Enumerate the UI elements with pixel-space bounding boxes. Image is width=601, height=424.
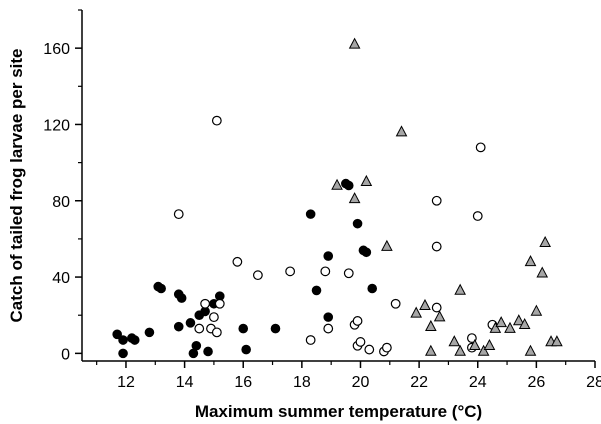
data-point-filled-circle [112,329,122,340]
data-point-open-circle [209,312,219,323]
x-tick-label: 12 [117,374,135,391]
data-point-open-circle [305,335,316,345]
data-point-triangle [524,255,537,267]
y-axis-title: Catch of tailed frog larvae per site [7,49,26,323]
x-tick-label: 24 [469,374,487,391]
data-point-filled-circle [311,285,322,296]
series-triangle [331,37,563,356]
data-point-filled-circle [129,335,140,345]
x-axis-title: Maximum summer temperature (°C) [195,402,482,421]
data-point-open-circle [472,211,483,221]
data-point-open-circle [320,266,331,277]
data-point-triangle [454,344,466,356]
data-point-filled-circle [238,323,249,334]
y-tick-label: 40 [52,270,70,287]
x-tick-label: 18 [293,374,311,391]
data-point-open-circle [475,142,486,153]
data-point-open-circle [211,115,222,126]
data-point-triangle [433,310,446,322]
data-point-open-circle [232,256,243,267]
data-point-triangle [395,125,408,137]
data-point-open-circle [200,298,211,309]
plot-area [112,37,563,359]
data-point-open-circle [381,342,392,353]
data-point-triangle [331,178,343,190]
data-point-filled-circle [176,293,187,303]
x-tick-label: 26 [527,374,545,391]
data-point-open-circle [285,266,296,277]
data-point-open-circle [431,241,442,252]
data-point-triangle [425,344,437,356]
data-point-open-circle [431,195,442,206]
data-point-filled-circle [305,209,316,219]
data-point-open-circle [343,268,354,279]
data-point-filled-circle [343,180,354,191]
data-point-open-circle [214,298,225,309]
data-point-filled-circle [173,321,184,332]
data-point-triangle [530,304,543,316]
data-point-triangle [512,314,525,326]
y-tick-label: 120 [43,117,70,134]
data-point-triangle [536,266,549,278]
data-point-triangle [454,283,466,295]
data-point-open-circle [466,333,477,344]
axes [81,10,595,362]
tick-marks: 12 14 16 18 20 22 24 26 28 0 40 80 120 160 [43,9,601,391]
x-tick-label: 20 [352,374,370,391]
data-point-filled-circle [367,283,378,294]
data-point-triangle [539,235,551,248]
data-point-open-circle [323,323,334,334]
data-point-filled-circle [323,312,334,322]
data-point-filled-circle [352,218,363,229]
data-point-filled-circle [203,346,213,357]
data-point-filled-circle [118,335,128,345]
data-point-filled-circle [156,283,166,294]
data-point-open-circle [194,323,205,334]
data-point-triangle [348,192,361,204]
data-point-filled-circle [144,327,155,338]
data-point-triangle [504,321,516,333]
data-point-open-circle [352,316,363,326]
x-tick-label: 28 [586,374,601,391]
data-point-triangle [381,239,393,251]
data-point-triangle [489,321,502,333]
data-point-filled-circle [191,340,202,351]
data-point-triangle [425,319,437,331]
x-tick-label: 14 [176,374,194,391]
data-point-triangle [524,344,537,356]
data-point-open-circle [355,337,366,347]
data-point-filled-circle [323,251,334,261]
series-open-circle [173,115,498,357]
y-tick-label: 0 [61,346,70,363]
data-point-open-circle [390,298,401,309]
x-tick-label: 22 [410,374,428,391]
data-point-filled-circle [361,247,372,258]
data-point-triangle [360,174,373,186]
data-point-filled-circle [241,344,251,355]
data-point-triangle [483,338,496,351]
data-point-triangle [468,338,481,351]
data-point-triangle [495,316,508,328]
x-tick-label: 16 [234,374,252,391]
y-tick-label: 160 [43,41,70,58]
data-point-open-circle [364,344,375,355]
data-point-open-circle [252,270,263,281]
data-point-triangle [410,306,423,318]
data-point-triangle [448,335,461,347]
data-point-open-circle [173,209,184,220]
data-point-filled-circle [118,348,128,359]
data-point-open-circle [431,302,442,313]
data-point-triangle [518,317,531,330]
data-point-filled-circle [270,323,281,334]
data-point-triangle [477,344,490,356]
series-filled-circle [112,178,378,359]
data-point-filled-circle [185,318,196,328]
data-point-open-circle [211,327,222,338]
data-point-triangle [348,37,361,49]
data-point-triangle [419,298,431,310]
y-tick-label: 80 [52,194,70,211]
data-point-triangle [551,335,563,347]
